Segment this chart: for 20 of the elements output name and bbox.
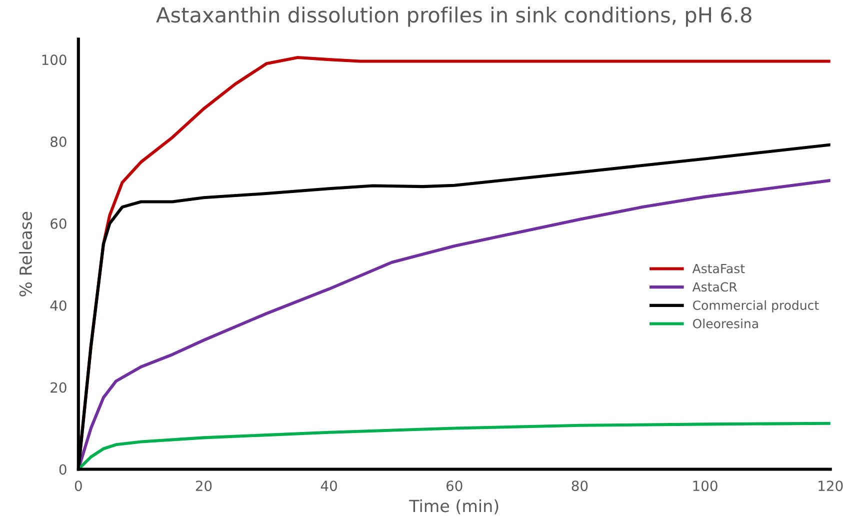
y-tick-label: 40 bbox=[50, 300, 66, 311]
y-axis-title: % Release bbox=[19, 212, 32, 296]
x-tick-label: 60 bbox=[446, 480, 462, 492]
y-tick-label: 100 bbox=[42, 54, 66, 66]
x-tick-label: 120 bbox=[818, 480, 843, 492]
y-tick-label: 60 bbox=[50, 218, 66, 229]
x-tick-label: 80 bbox=[572, 480, 588, 492]
y-tick-label: 80 bbox=[50, 136, 66, 147]
x-tick-label: 20 bbox=[196, 480, 212, 492]
y-tick-label: 20 bbox=[50, 382, 66, 393]
legend-label: Commercial product bbox=[693, 300, 819, 312]
y-tick-label: 0 bbox=[59, 464, 66, 475]
chart-title: Astaxanthin dissolution profiles in sink conditions, pH 6.8 bbox=[156, 6, 752, 27]
x-tick-label: 40 bbox=[320, 480, 337, 492]
legend-label: AstaFast bbox=[692, 264, 745, 274]
x-axis-title: Time (min) bbox=[409, 499, 498, 514]
x-tick-label: 0 bbox=[74, 480, 82, 492]
legend-label: Oleoresina bbox=[693, 318, 758, 328]
legend-label: AstaCR bbox=[692, 282, 737, 292]
x-tick-label: 100 bbox=[693, 480, 718, 492]
